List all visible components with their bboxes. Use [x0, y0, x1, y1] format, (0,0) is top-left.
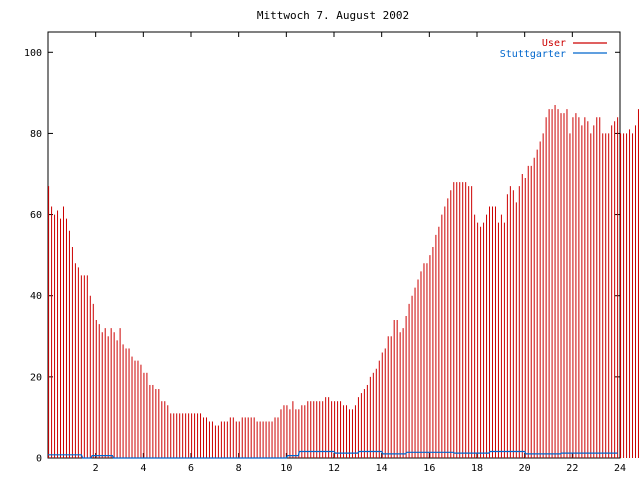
x-tick-label: 18 — [471, 463, 483, 474]
y-tick-label: 60 — [30, 210, 42, 221]
x-tick-label: 16 — [423, 463, 435, 474]
x-tick-label: 22 — [566, 463, 578, 474]
x-tick-label: 24 — [614, 463, 626, 474]
legend: User Stuttgarter — [500, 38, 607, 60]
y-tick-label: 40 — [30, 291, 42, 302]
x-tick-label: 14 — [376, 463, 388, 474]
y-tick-label: 100 — [24, 48, 42, 59]
y-axis: 0 20 40 60 80 100 — [24, 48, 620, 465]
x-tick-label: 10 — [280, 463, 292, 474]
chart-title: Mittwoch 7. August 2002 — [257, 9, 409, 22]
legend-label-stuttgarter: Stuttgarter — [500, 49, 566, 60]
x-tick-label: 8 — [236, 463, 242, 474]
stuttgarter-line — [48, 450, 618, 459]
y-tick-label: 0 — [36, 454, 42, 465]
legend-label-user: User — [542, 38, 566, 49]
user-series — [48, 105, 639, 458]
y-tick-label: 80 — [30, 129, 42, 140]
x-tick-label: 20 — [519, 463, 531, 474]
x-tick-label: 6 — [188, 463, 194, 474]
x-tick-label: 4 — [140, 463, 146, 474]
x-tick-label: 2 — [93, 463, 99, 474]
stuttgarter-series — [48, 450, 618, 459]
x-tick-label: 12 — [328, 463, 340, 474]
y-tick-label: 20 — [30, 372, 42, 383]
